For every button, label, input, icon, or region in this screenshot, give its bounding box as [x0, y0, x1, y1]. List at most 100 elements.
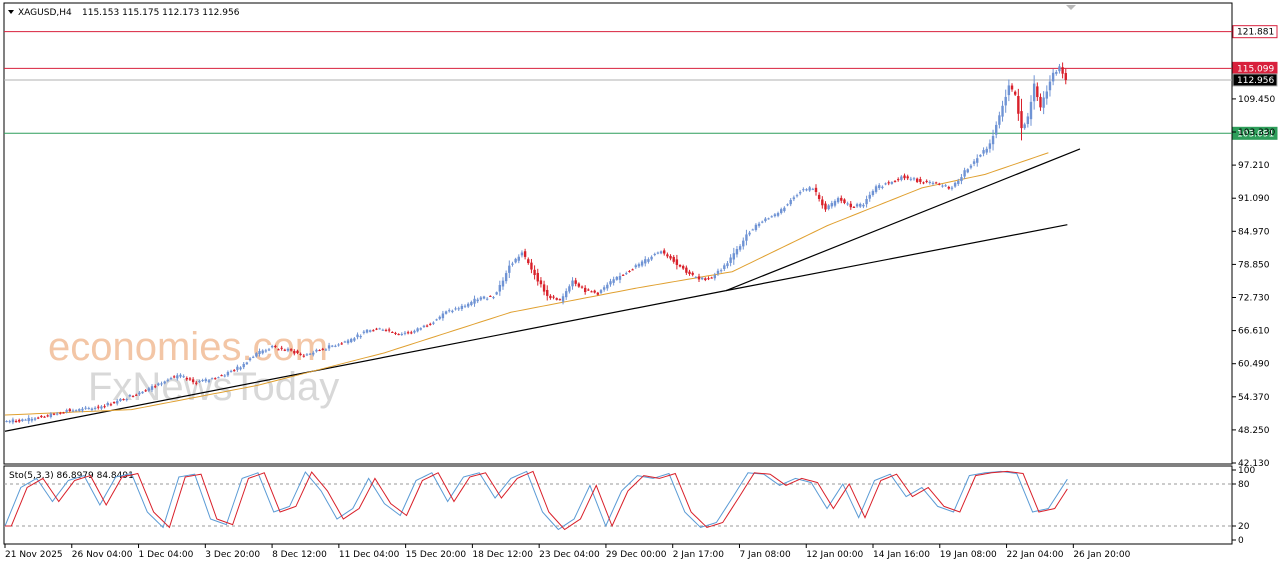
bull-candle-body	[11, 419, 15, 423]
main-panel-frame	[3, 2, 1233, 465]
bull-candle-body	[653, 253, 656, 255]
bull-candle-body	[833, 201, 837, 206]
stochastic-axis: 100 80 20 0	[1232, 466, 1255, 546]
bull-candle-body	[751, 229, 754, 231]
bull-candle-body	[463, 305, 467, 307]
bear-candle-body	[577, 283, 581, 287]
bull-candle-body	[210, 378, 214, 380]
bull-candle-body	[21, 419, 24, 422]
bull-candle-body	[368, 330, 372, 332]
bear-candle-body	[590, 291, 593, 293]
bear-candle-body	[817, 194, 821, 199]
level-label-box	[1232, 25, 1278, 39]
bull-candle-body	[568, 286, 571, 292]
bear-candle-body	[302, 355, 305, 357]
dropdown-triangle-icon[interactable]	[8, 10, 14, 14]
bull-candle-body	[179, 374, 182, 377]
bear-candle-body	[675, 259, 679, 265]
bull-candle-body	[422, 325, 426, 328]
bull-candle-body	[65, 410, 68, 412]
bull-candle-body	[979, 154, 982, 157]
bull-candle-body	[457, 308, 460, 310]
trendline	[725, 224, 1068, 292]
bull-candle-body	[119, 398, 122, 401]
bull-candle-body	[985, 148, 988, 153]
bull-candle-body	[571, 280, 574, 287]
bull-candle-body	[286, 348, 290, 351]
bull-candle-body	[1048, 81, 1052, 91]
bull-candle-body	[479, 297, 483, 300]
bull-candle-body	[87, 408, 90, 410]
bear-candle-body	[697, 276, 701, 280]
bull-candle-body	[792, 197, 796, 200]
level-label: 121.881	[1237, 28, 1274, 38]
bull-candle-body	[356, 334, 359, 338]
bull-candle-body	[783, 207, 786, 212]
bear-candle-body	[934, 182, 938, 184]
bull-candle-body	[732, 253, 735, 260]
bear-candle-body	[46, 415, 49, 417]
bull-candle-body	[944, 185, 947, 187]
bear-candle-body	[628, 271, 631, 273]
bear-candle-body	[666, 254, 669, 257]
bull-candle-body	[808, 187, 811, 191]
bull-candle-body	[223, 375, 226, 377]
bull-candle-body	[498, 285, 502, 292]
bull-candle-body	[606, 284, 609, 289]
bull-candle-body	[890, 182, 894, 184]
bull-candle-body	[267, 349, 271, 351]
bear-candle-body	[925, 180, 928, 182]
y-tick-label: 78.850	[1238, 260, 1270, 270]
bull-candle-body	[742, 240, 745, 247]
x-tick-label: 11 Dec 04:00	[339, 550, 400, 560]
bull-candle-body	[602, 287, 606, 290]
bull-candle-body	[201, 380, 204, 382]
bull-candle-body	[81, 408, 84, 411]
bear-candle-body	[429, 323, 432, 325]
bull-candle-body	[745, 234, 748, 241]
bear-candle-body	[318, 350, 321, 352]
x-tick-label: 21 Nov 2025	[5, 550, 63, 560]
bull-candle-body	[871, 191, 875, 195]
bull-candle-body	[460, 305, 464, 310]
bull-candle-body	[764, 218, 767, 222]
bear-candle-body	[1061, 67, 1064, 74]
bear-candle-body	[621, 274, 625, 276]
x-tick-label: 26 Nov 04:00	[72, 550, 133, 560]
bull-candle-body	[242, 363, 245, 368]
bear-candle-body	[536, 272, 539, 282]
bull-candle-body	[517, 256, 520, 261]
bull-candle-body	[128, 394, 132, 397]
x-tick-label: 2 Jan 17:00	[673, 550, 725, 560]
bull-candle-body	[735, 249, 739, 255]
bull-candle-body	[874, 186, 878, 192]
bull-candle-body	[504, 273, 508, 282]
bull-candle-body	[1023, 124, 1026, 129]
bull-candle-body	[432, 322, 435, 324]
shift-marker-icon[interactable]	[1066, 5, 1076, 10]
bull-candle-body	[767, 218, 770, 220]
bear-candle-body	[1013, 91, 1017, 95]
level-label: 103.091	[1237, 129, 1274, 139]
bear-candle-body	[384, 329, 388, 331]
price-axis: 109.450 103.330 97.210 91.090 84.970 78.850 72…	[1232, 95, 1275, 469]
bull-candle-body	[1042, 97, 1045, 108]
x-tick-label: 12 Jan 00:00	[806, 550, 863, 560]
bull-candle-body	[204, 379, 207, 382]
bull-candle-body	[514, 258, 517, 263]
bull-candle-body	[561, 296, 565, 302]
bear-candle-body	[293, 350, 296, 354]
bear-candle-body	[903, 175, 906, 179]
stochastic-label: Sto(5,3,3) 86.8979 84.8491	[9, 471, 134, 481]
bear-candle-body	[843, 199, 846, 203]
bull-candle-body	[726, 263, 729, 267]
bear-candle-body	[52, 413, 56, 415]
bear-candle-body	[103, 406, 106, 408]
bear-candle-body	[840, 197, 843, 201]
sto-tick-label: 0	[1238, 536, 1244, 546]
bear-candle-body	[410, 332, 413, 334]
bear-candle-body	[375, 328, 378, 330]
bear-candle-body	[233, 370, 236, 372]
bear-candle-body	[59, 412, 62, 414]
